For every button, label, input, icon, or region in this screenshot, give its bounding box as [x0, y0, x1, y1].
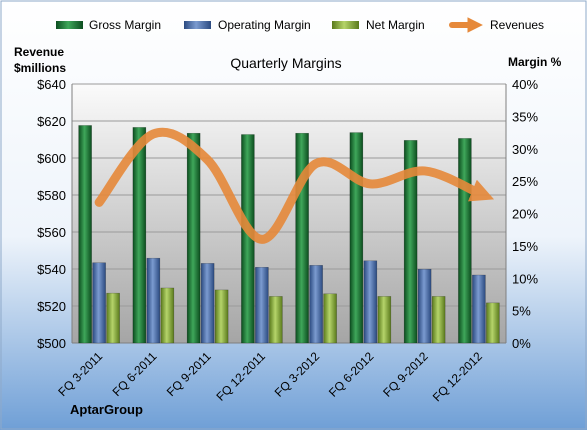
- revenues-line-path: [94, 127, 495, 244]
- left-tick-label: $540: [37, 262, 66, 277]
- legend-swatch-gross-margin: [56, 21, 83, 29]
- axis-ticks: $500 $520 $540 $560 $580 $600 $620 $640 0% 5% 10% 1…: [37, 77, 538, 351]
- bar-gross-margin: [295, 132, 309, 344]
- bar-gross-margin: [186, 132, 201, 344]
- revenue-line: [94, 127, 495, 244]
- bar-operating-margin: [146, 257, 161, 344]
- bar-operating-margin: [363, 260, 378, 344]
- bar-net-margin: [106, 292, 120, 344]
- chart-title: Quarterly Margins: [230, 55, 341, 71]
- bar-operating-margin: [200, 263, 215, 344]
- left-tick-label: $640: [37, 77, 66, 92]
- legend-label-operating-margin: Operating Margin: [218, 18, 311, 32]
- bar-gross-margin: [403, 140, 418, 344]
- right-tick-label: 20%: [512, 207, 538, 222]
- right-tick-label: 25%: [512, 174, 538, 189]
- legend-label-net-margin: Net Margin: [366, 18, 425, 32]
- legend: Gross Margin Operating Margin Net Margin…: [56, 17, 544, 33]
- right-axis-label: Margin %: [508, 55, 562, 69]
- bar-operating-margin: [92, 262, 106, 344]
- bar-operating-margin: [309, 265, 323, 344]
- right-tick-label: 0%: [512, 336, 531, 351]
- legend-label-gross-margin: Gross Margin: [89, 18, 161, 32]
- right-tick-label: 15%: [512, 239, 538, 254]
- left-tick-label: $560: [37, 225, 66, 240]
- left-tick-label: $500: [37, 336, 66, 351]
- left-tick-label: $520: [37, 299, 66, 314]
- bar-operating-margin: [255, 266, 269, 344]
- right-tick-label: 30%: [512, 142, 538, 157]
- right-tick-label: 5%: [512, 304, 531, 319]
- bar-net-margin: [486, 302, 500, 344]
- left-axis-label-line2: $millions: [14, 61, 66, 75]
- bar-gross-margin: [78, 125, 92, 344]
- bar-net-margin: [214, 289, 229, 344]
- left-tick-label: $600: [37, 151, 66, 166]
- left-tick-label: $620: [37, 114, 66, 129]
- bar-gross-margin: [458, 138, 472, 344]
- bar-operating-margin: [417, 268, 432, 344]
- legend-label-revenues: Revenues: [490, 18, 544, 32]
- bar-gross-margin: [349, 132, 364, 344]
- bar-net-margin: [160, 287, 175, 344]
- bar-net-margin: [431, 296, 446, 344]
- right-tick-label: 35%: [512, 109, 538, 124]
- bar-net-margin: [323, 293, 337, 344]
- bar-operating-margin: [472, 274, 486, 344]
- bar-gross-margin: [132, 127, 147, 344]
- bar-net-margin: [269, 296, 283, 344]
- right-tick-label: 10%: [512, 271, 538, 286]
- left-axis-label-line1: Revenue: [14, 45, 64, 59]
- footer-company: AptarGroup: [70, 402, 143, 417]
- legend-swatch-net-margin: [332, 21, 359, 29]
- right-tick-label: 40%: [512, 77, 538, 92]
- bars: [78, 125, 500, 344]
- left-tick-label: $580: [37, 188, 66, 203]
- bar-net-margin: [377, 296, 392, 344]
- legend-swatch-operating-margin: [184, 21, 211, 29]
